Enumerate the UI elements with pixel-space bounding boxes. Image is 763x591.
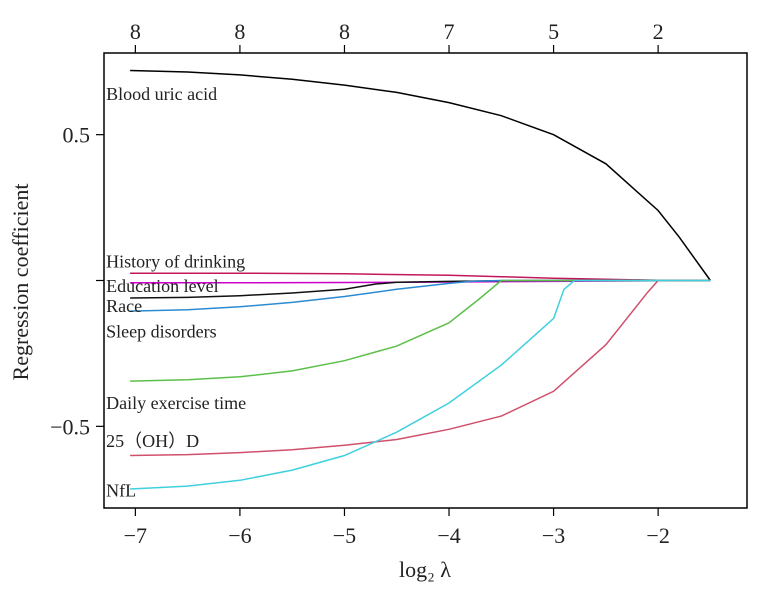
series-label-0: Blood uric acid [106,84,217,104]
series-line-6 [130,279,711,457]
series-label-5: Daily exercise time [106,393,246,413]
series-labels: Blood uric acid History of drinking Educat… [106,84,246,501]
x-tick-label-4: −3 [542,523,565,548]
top-tick-label-1: 8 [234,19,245,44]
x-axis-title: log₂ λ [399,557,451,582]
series-label-4: Sleep disorders [106,322,216,342]
series-line-0 [130,69,712,281]
top-tick-label-4: 5 [548,19,559,44]
x-tick-label-1: −6 [228,523,251,548]
x-tick-label-3: −4 [437,523,460,548]
top-tick-label-2: 8 [339,19,350,44]
series-label-6: 25（OH）D [106,431,199,451]
series-label-3: Race [106,296,142,316]
series-lines [130,69,712,490]
y-tick-label-0: 0.5 [63,123,91,148]
series-line-5 [130,279,711,382]
top-tick-label-3: 7 [444,19,455,44]
x-tick-label-0: −7 [124,523,147,548]
x-tick-label-2: −5 [333,523,356,548]
top-tick-label-5: 2 [653,19,664,44]
x-tick-label-5: −2 [646,523,669,548]
series-label-7: NfL [106,481,136,501]
y-axis-title: Regression coefficient [8,184,33,381]
series-label-2: Education level [106,276,218,296]
axis-ticks: −7 −6 −5 −4 −3 −2 0.5 −0.5 8 8 8 7 5 2 [50,19,670,548]
top-tick-label-0: 8 [130,19,141,44]
series-line-7 [130,279,711,490]
series-label-1: History of drinking [106,252,245,272]
y-tick-label-2: −0.5 [50,414,90,439]
